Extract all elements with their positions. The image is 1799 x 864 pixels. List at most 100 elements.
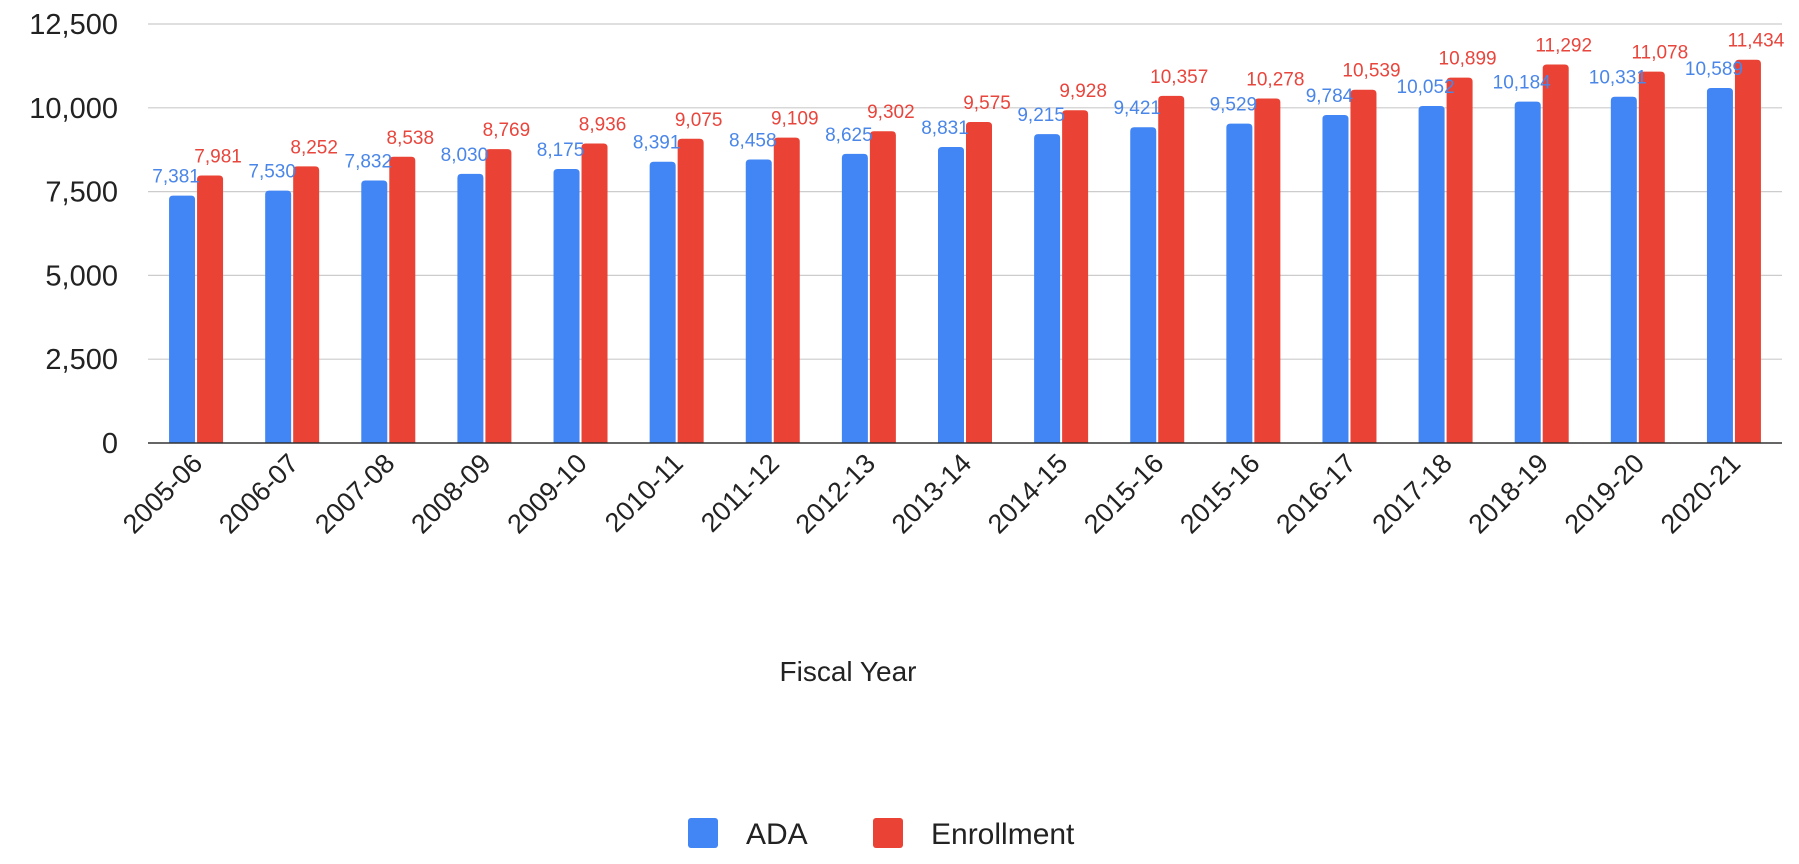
data-label-enrollment: 8,936 [579,114,627,135]
bar-ada [938,146,964,444]
legend-label-ada: ADA [746,818,808,851]
bar-enrollment [1350,89,1377,443]
data-label-ada: 10,331 [1589,68,1647,89]
bar-ada [457,173,484,443]
data-label-enrollment: 11,292 [1535,35,1592,56]
x-tick-label: 2005-06 [117,448,208,539]
data-label-enrollment: 11,434 [1728,31,1785,52]
x-tick-label: 2011-12 [695,448,785,538]
bar-enrollment [966,122,992,444]
x-tick-label: 2009-10 [501,448,592,539]
bar-enrollment [773,137,800,443]
data-label-enrollment: 8,252 [290,137,338,158]
data-label-enrollment: 9,109 [771,109,819,130]
bar-enrollment [1542,64,1569,443]
legend: ADA Enrollment [688,818,1075,851]
data-label-ada: 8,831 [921,118,969,139]
bar-ada [1322,115,1349,444]
bar-ada [553,168,580,443]
bar-ada [1226,123,1253,443]
data-label-ada: 8,391 [633,133,681,154]
bar-enrollment [1446,77,1473,443]
bar-ada [265,190,292,443]
data-label-enrollment: 10,278 [1246,69,1304,90]
data-label-ada: 7,381 [152,167,200,188]
data-label-enrollment: 8,538 [387,128,435,149]
data-label-ada: 8,030 [441,145,489,166]
x-tick-label: 2008-09 [405,448,496,539]
bar-enrollment [485,149,512,444]
data-label-enrollment: 10,899 [1439,49,1497,70]
x-axis-tick-labels: 2005-06 2006-07 2007-08 2008-09 2009-10 2010-… [117,448,1746,539]
x-tick-label: 2016-17 [1270,448,1361,539]
bar-enrollment [197,175,224,444]
y-tick-label: 5,000 [45,260,118,292]
gridlines [148,23,1782,360]
y-tick-label: 12,500 [29,9,118,41]
data-label-ada: 9,215 [1017,105,1065,126]
y-tick-label: 7,500 [45,177,118,209]
x-tick-label: 2010-11 [599,448,689,538]
data-label-ada: 10,589 [1685,59,1743,80]
data-label-enrollment: 7,981 [194,146,242,167]
data-label-ada: 7,832 [345,151,393,172]
x-tick-label: 2012-13 [790,448,881,539]
y-tick-label: 10,000 [29,93,118,125]
bar-enrollment [1062,110,1089,443]
legend-label-enrollment: Enrollment [931,818,1075,851]
x-tick-label: 2006-07 [213,448,304,539]
data-label-ada: 9,421 [1113,98,1161,119]
bar-enrollment [293,166,320,444]
data-label-ada: 7,530 [248,162,296,183]
bar-enrollment [581,143,608,444]
bar-ada [1514,101,1541,443]
bar-ada [1034,134,1061,443]
bar-enrollment [389,156,416,443]
data-label-enrollment: 9,302 [867,102,915,123]
data-label-enrollment: 10,539 [1342,61,1400,82]
bar-ada [649,161,676,443]
data-label-ada: 9,529 [1210,95,1258,116]
data-label-ada: 8,458 [729,130,777,151]
x-tick-label: 2007-08 [309,448,400,539]
x-tick-label: 2018-19 [1463,448,1554,539]
bar-enrollment [869,131,896,443]
bar-enrollment [1158,95,1185,443]
bar-ada [169,195,196,443]
x-tick-label: 2014-15 [982,448,1073,539]
x-tick-label: 2015-16 [1078,448,1169,539]
data-label-enrollment: 10,357 [1150,67,1208,88]
bar-ada [1418,106,1445,444]
data-label-enrollment: 9,928 [1059,81,1107,102]
x-axis-title: Fiscal Year [780,656,917,687]
legend-swatch-ada [688,818,718,848]
y-tick-label: 0 [102,428,118,460]
x-tick-label: 2013-14 [886,448,977,539]
data-label-enrollment: 9,075 [675,110,723,131]
y-tick-label: 2,500 [45,344,118,376]
y-axis-tick-labels: 0 2,500 5,000 7,500 10,000 12,500 [29,9,118,460]
x-tick-label: 2019-20 [1559,448,1650,539]
data-label-enrollment: 9,575 [963,93,1011,114]
bar-ada [745,159,772,443]
x-tick-label: 2017-18 [1367,448,1458,539]
bar-ada [1130,127,1157,444]
bar-enrollment [1638,71,1665,444]
data-label-ada: 8,175 [537,140,585,161]
bar-ada [1706,88,1733,444]
x-tick-label: 2020-21 [1655,448,1746,539]
bar-ada [1610,96,1637,443]
data-label-ada: 10,052 [1397,77,1455,98]
data-label-ada: 10,184 [1493,73,1552,94]
bar-enrollment [1254,98,1281,443]
data-label-enrollment: 11,078 [1631,43,1688,64]
bar-enrollment [677,138,704,443]
data-label-ada: 8,625 [825,125,873,146]
x-tick-label: 2015-16 [1174,448,1265,539]
bar-enrollment [1734,59,1761,443]
bars [169,59,1761,444]
data-label-ada: 9,784 [1306,86,1354,107]
data-label-enrollment: 8,769 [483,120,531,141]
